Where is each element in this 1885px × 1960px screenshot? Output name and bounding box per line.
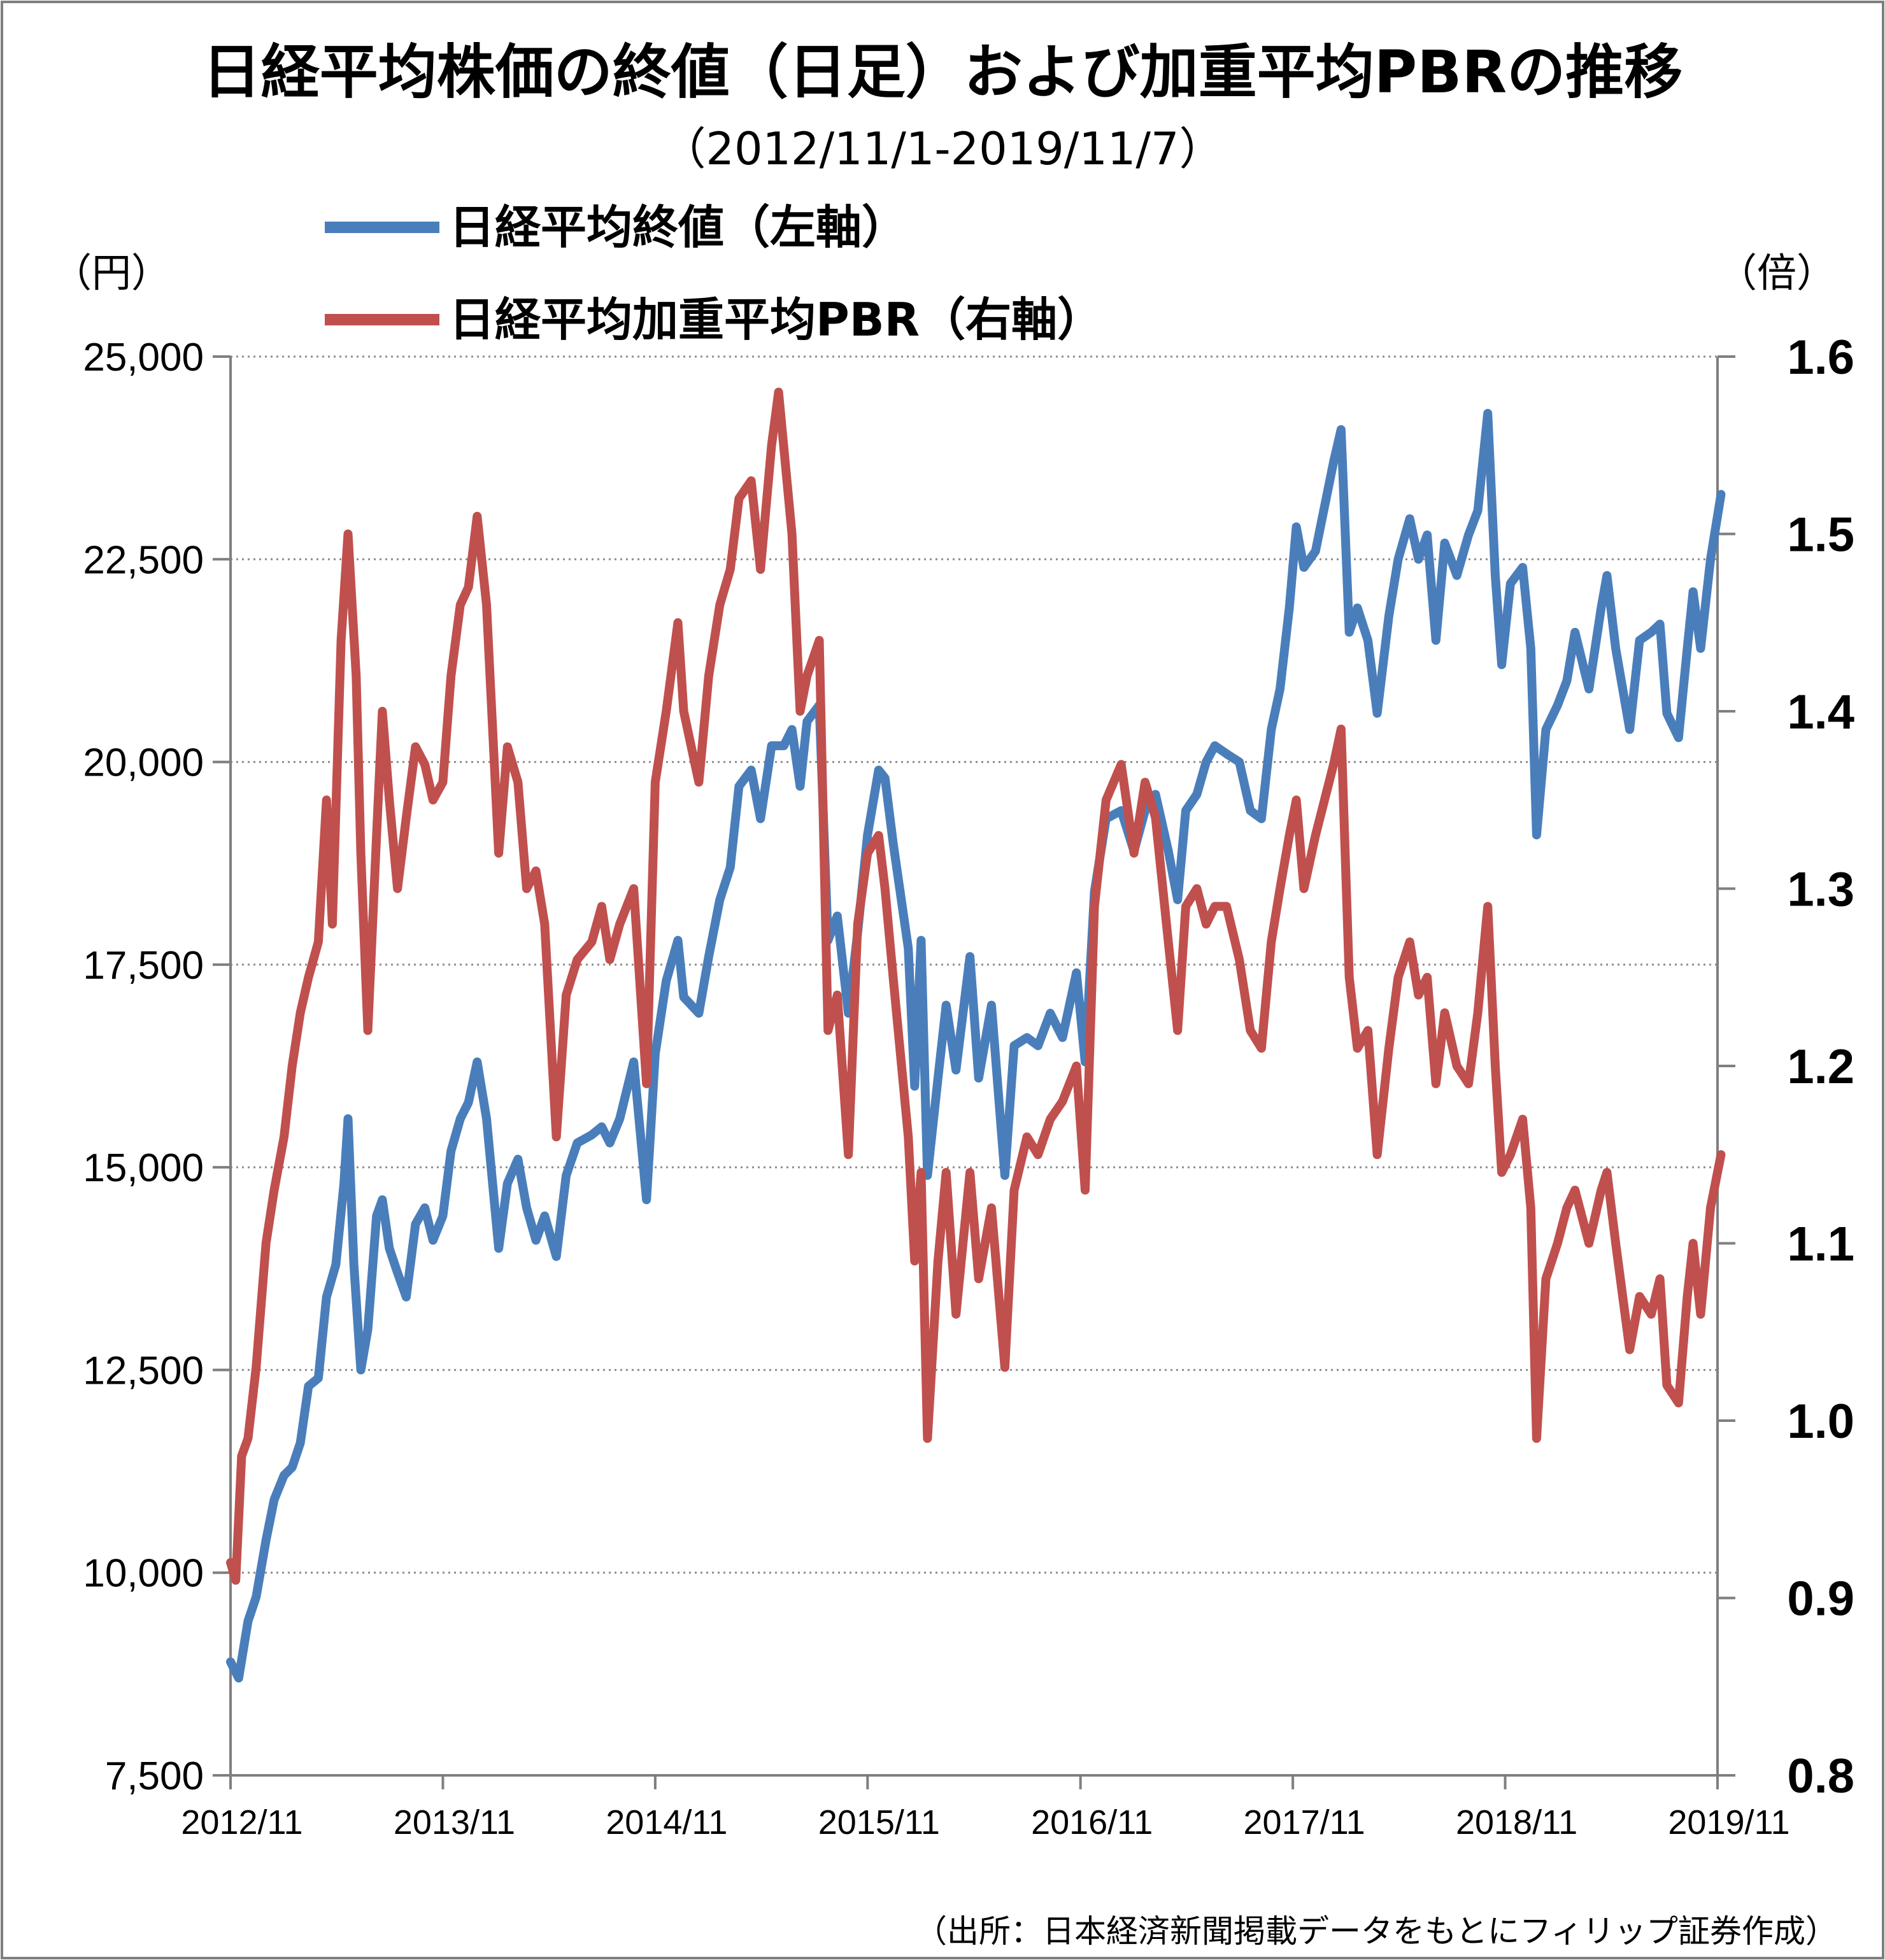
source-note: （出所：日本経済新聞掲載データをもとにフィリップ証券作成） <box>915 1913 1837 1950</box>
left-tick-label: 10,000 <box>83 1552 204 1596</box>
x-tick-label: 2018/11 <box>1456 1803 1577 1842</box>
right-tick-label: 1.5 <box>1787 508 1854 562</box>
x-tick-label: 2012/11 <box>181 1803 302 1842</box>
left-tick-label: 20,000 <box>83 741 204 785</box>
right-axis-ticks: 0.8 0.9 1.0 1.1 1.2 1.3 1.4 1.5 1.6 <box>1718 330 1854 1803</box>
right-tick-label: 1.0 <box>1787 1395 1854 1449</box>
left-axis-unit: （円） <box>52 250 171 296</box>
x-axis-ticks: 2012/11 2013/11 2014/11 2015/11 2016/11 2017/… <box>181 1775 1790 1842</box>
legend-label-nikkei: 日経平均終値（左軸） <box>449 201 907 254</box>
x-tick-label: 2019/11 <box>1668 1803 1789 1842</box>
left-tick-label: 15,000 <box>83 1146 204 1190</box>
legend-label-pbr: 日経平均加重平均PBR（右軸） <box>449 293 1103 346</box>
x-tick-label: 2017/11 <box>1244 1803 1365 1842</box>
series-layer <box>226 387 1726 1683</box>
x-tick-label: 2013/11 <box>394 1803 515 1842</box>
x-tick-label: 2015/11 <box>818 1803 940 1842</box>
chart-title: 日経平均株価の終値（日足）および加重平均PBRの推移 <box>203 38 1682 106</box>
series-line-nikkei-close <box>226 409 1726 1683</box>
left-tick-label: 22,500 <box>83 538 204 582</box>
series-line-weighted-pbr <box>226 387 1726 1585</box>
chart-subtitle: （2012/11/1-2019/11/7） <box>661 123 1223 175</box>
left-tick-label: 12,500 <box>83 1349 204 1393</box>
left-tick-label: 7,500 <box>105 1754 204 1798</box>
gridlines <box>231 355 1718 1574</box>
right-tick-label: 1.3 <box>1787 863 1854 917</box>
right-tick-label: 0.8 <box>1787 1749 1854 1803</box>
right-tick-label: 1.4 <box>1787 685 1854 739</box>
right-tick-label: 1.1 <box>1787 1218 1854 1272</box>
left-axis-ticks: 7,500 10,000 12,500 15,000 17,500 20,000 22,50… <box>83 336 231 1798</box>
left-tick-label: 25,000 <box>83 336 204 380</box>
right-tick-label: 1.6 <box>1787 330 1854 385</box>
right-axis-unit: （倍） <box>1718 250 1836 296</box>
right-tick-label: 0.9 <box>1787 1572 1854 1626</box>
right-tick-label: 1.2 <box>1787 1040 1854 1094</box>
x-tick-label: 2014/11 <box>606 1803 727 1842</box>
x-tick-label: 2016/11 <box>1031 1803 1153 1842</box>
left-tick-label: 17,500 <box>83 944 204 988</box>
legend: 日経平均終値（左軸） 日経平均加重平均PBR（右軸） <box>325 201 1103 346</box>
